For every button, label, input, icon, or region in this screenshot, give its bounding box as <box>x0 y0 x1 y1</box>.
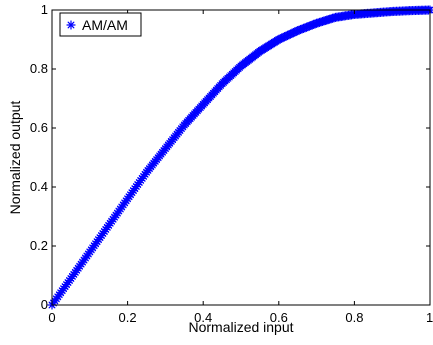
x-tick-label: 1 <box>426 310 433 325</box>
x-tick-label: 0.4 <box>194 310 212 325</box>
y-tick-label: 0.2 <box>30 238 48 253</box>
x-axis-title: Normalized input <box>188 319 293 335</box>
y-tick-label: 0.6 <box>30 120 48 135</box>
axis-ticks <box>51 9 431 306</box>
y-tick-labels: 0 0.2 0.4 0.6 0.8 1 <box>30 2 48 312</box>
y-tick-label: 0.8 <box>30 61 48 76</box>
plot-area-frame <box>51 9 431 306</box>
y-tick-label: 1 <box>41 2 48 17</box>
legend: AM/AM <box>59 12 142 37</box>
legend-asterisk-mark <box>66 20 76 30</box>
y-tick-label: 0.4 <box>30 179 48 194</box>
legend-box <box>59 12 142 37</box>
x-tick-label: 0 <box>48 310 55 325</box>
series-am-am <box>47 5 433 310</box>
y-tick-label: 0 <box>41 297 48 312</box>
y-axis-title: Normalized output <box>7 101 23 215</box>
x-tick-labels: 0 0.2 0.4 0.6 0.8 1 <box>48 310 433 325</box>
legend-marker-asterisk-icon <box>66 20 76 30</box>
x-tick-label: 0.8 <box>345 310 363 325</box>
legend-label: AM/AM <box>82 17 128 33</box>
x-tick-label: 0.6 <box>270 310 288 325</box>
x-tick-label: 0.2 <box>119 310 137 325</box>
